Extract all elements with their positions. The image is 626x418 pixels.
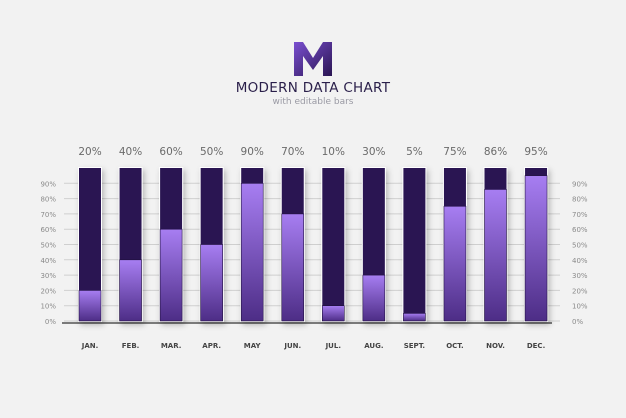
y-tick-label-right: 0% <box>572 318 583 326</box>
y-tick-label-left: 80% <box>40 196 56 204</box>
y-tick-label-left: 60% <box>40 226 56 234</box>
bar-fill[interactable] <box>119 259 142 322</box>
x-tick-label: APR. <box>202 342 221 350</box>
bar-fill[interactable] <box>524 175 548 322</box>
chart-subtitle: with editable bars <box>272 97 354 107</box>
data-label: 40% <box>119 146 142 158</box>
x-tick-label: JAN. <box>81 342 99 350</box>
y-tick-label-left: 90% <box>40 180 56 188</box>
data-label: 10% <box>322 146 345 158</box>
x-tick-label: MAY <box>244 342 262 350</box>
bar-fill[interactable] <box>78 290 102 322</box>
y-tick-label-right: 30% <box>572 272 588 280</box>
bar-background <box>322 168 345 321</box>
bar-fill[interactable] <box>321 305 345 322</box>
bar-fill[interactable] <box>240 183 264 322</box>
bar-fill[interactable] <box>362 274 386 322</box>
y-tick-label-left: 10% <box>40 303 56 311</box>
x-tick-label: OCT. <box>446 342 463 350</box>
data-label: 86% <box>484 146 507 158</box>
x-tick-label: AUG. <box>364 342 383 350</box>
bar-fill[interactable] <box>200 244 223 322</box>
y-tick-label-right: 60% <box>572 226 588 234</box>
x-tick-label: SEPT. <box>404 342 425 350</box>
bar-fill[interactable] <box>281 213 305 322</box>
data-label: 30% <box>362 146 385 158</box>
data-label: 75% <box>443 146 466 158</box>
x-tick-label: MAR. <box>161 342 182 350</box>
y-tick-label-right: 90% <box>572 180 588 188</box>
bar-fill[interactable] <box>403 313 426 322</box>
bar-fill[interactable] <box>443 205 467 322</box>
data-label: 90% <box>241 146 264 158</box>
y-tick-label-right: 70% <box>572 211 588 219</box>
x-tick-label: DEC. <box>527 342 545 350</box>
y-tick-label-left: 50% <box>40 242 56 250</box>
data-label: 5% <box>406 146 423 158</box>
data-label: 20% <box>78 146 101 158</box>
bar-background <box>79 168 101 321</box>
data-label: 50% <box>200 146 223 158</box>
y-tick-label-left: 30% <box>40 272 56 280</box>
y-tick-label-left: 0% <box>45 318 56 326</box>
x-tick-label: JUL. <box>325 342 341 350</box>
logo-m-icon <box>294 42 332 76</box>
data-label: 60% <box>159 146 182 158</box>
y-tick-label-right: 50% <box>572 242 588 250</box>
data-label: 70% <box>281 146 304 158</box>
y-tick-label-right: 20% <box>572 287 588 295</box>
y-tick-label-left: 40% <box>40 257 56 265</box>
bar-background <box>403 168 426 321</box>
bar-fill[interactable] <box>159 228 183 322</box>
data-label: 95% <box>524 146 547 158</box>
x-tick-label: NOV. <box>486 342 505 350</box>
x-tick-label: FEB. <box>122 342 140 350</box>
bar-fill[interactable] <box>484 189 507 322</box>
y-tick-label-right: 10% <box>572 303 588 311</box>
y-tick-label-left: 70% <box>40 211 56 219</box>
chart-title: MODERN DATA CHART <box>235 80 391 96</box>
y-tick-label-right: 80% <box>572 196 588 204</box>
y-tick-label-right: 40% <box>572 257 588 265</box>
y-tick-label-left: 20% <box>40 287 56 295</box>
x-tick-label: JUN. <box>283 342 301 350</box>
